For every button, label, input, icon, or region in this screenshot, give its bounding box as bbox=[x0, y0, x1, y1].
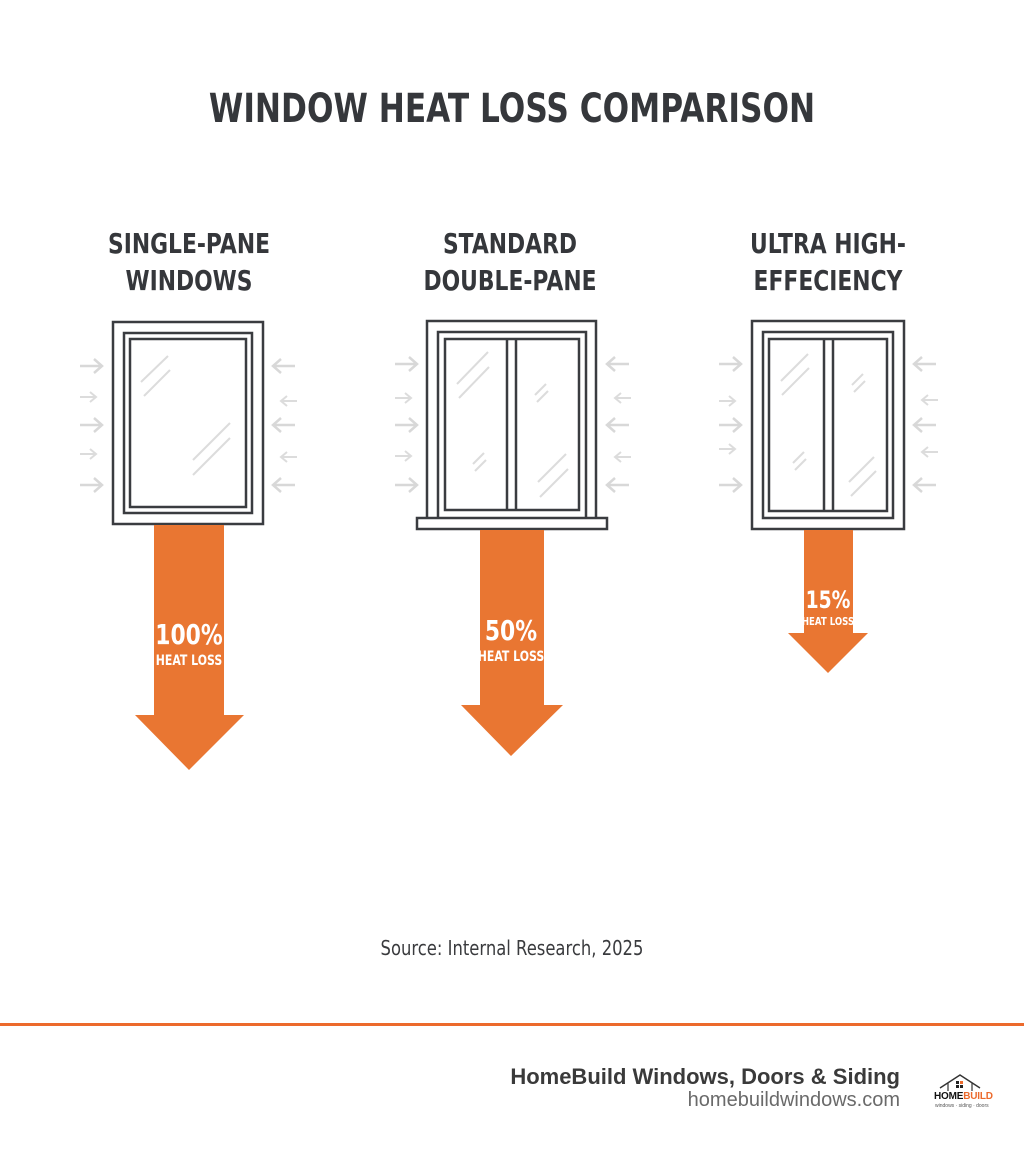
logo-wordmark: HOMEBUILD bbox=[934, 1091, 993, 1102]
heat-loss-label-100: 100% HEAT LOSS bbox=[140, 618, 238, 669]
homebuild-logo: HOMEBUILD windows · siding · doors bbox=[930, 1072, 998, 1112]
label-line-2: WINDOWS bbox=[125, 264, 253, 297]
house-roof-icon bbox=[939, 1074, 981, 1091]
single-pane-window-icon bbox=[111, 320, 265, 526]
heat-loss-diagram bbox=[78, 319, 939, 770]
source-note: Source: Internal Research, 2025 bbox=[380, 936, 644, 960]
airflow-arrows-left bbox=[717, 355, 743, 494]
page-title: WINDOW HEAT LOSS COMPARISON bbox=[208, 86, 816, 132]
percent-value: 100% bbox=[155, 618, 223, 651]
heat-loss-arrow-15 bbox=[788, 530, 868, 673]
label-line-2: DOUBLE-PANE bbox=[423, 264, 597, 297]
heat-loss-arrow-100 bbox=[135, 525, 244, 770]
double-pane-window-icon bbox=[415, 319, 609, 531]
ultra-high-efficiency-window-icon bbox=[750, 319, 906, 531]
heat-loss-label-15: 15% HEAT LOSS bbox=[783, 586, 873, 628]
company-name: HomeBuild Windows, Doors & Siding bbox=[510, 1064, 900, 1089]
heat-loss-arrow-50 bbox=[461, 530, 563, 756]
label-double-pane: STANDARD DOUBLE-PANE bbox=[393, 225, 627, 299]
percent-value: 15% bbox=[805, 586, 851, 614]
percent-caption: HEAT LOSS bbox=[155, 653, 223, 669]
company-url[interactable]: homebuildwindows.com bbox=[687, 1089, 900, 1111]
label-ultra-high-efficiency: ULTRA HIGH- EFFECIENCY bbox=[711, 225, 945, 299]
heat-loss-label-50: 50% HEAT LOSS bbox=[462, 614, 560, 665]
footer-divider bbox=[0, 1023, 1024, 1026]
label-line-2: EFFECIENCY bbox=[753, 264, 903, 297]
label-line-1: SINGLE-PANE bbox=[107, 227, 271, 260]
label-single-pane: SINGLE-PANE WINDOWS bbox=[72, 225, 306, 299]
airflow-arrows-right bbox=[912, 355, 939, 494]
label-line-1: STANDARD bbox=[442, 227, 578, 260]
airflow-arrows-right bbox=[605, 355, 632, 494]
airflow-arrows-right bbox=[271, 357, 298, 494]
percent-caption: HEAT LOSS bbox=[477, 649, 545, 665]
label-line-1: ULTRA HIGH- bbox=[750, 227, 906, 260]
airflow-arrows-left bbox=[393, 355, 419, 494]
percent-caption: HEAT LOSS bbox=[801, 615, 855, 628]
percent-value: 50% bbox=[484, 614, 538, 647]
logo-tagline: windows · siding · doors bbox=[935, 1103, 989, 1109]
airflow-arrows-left bbox=[78, 357, 104, 494]
